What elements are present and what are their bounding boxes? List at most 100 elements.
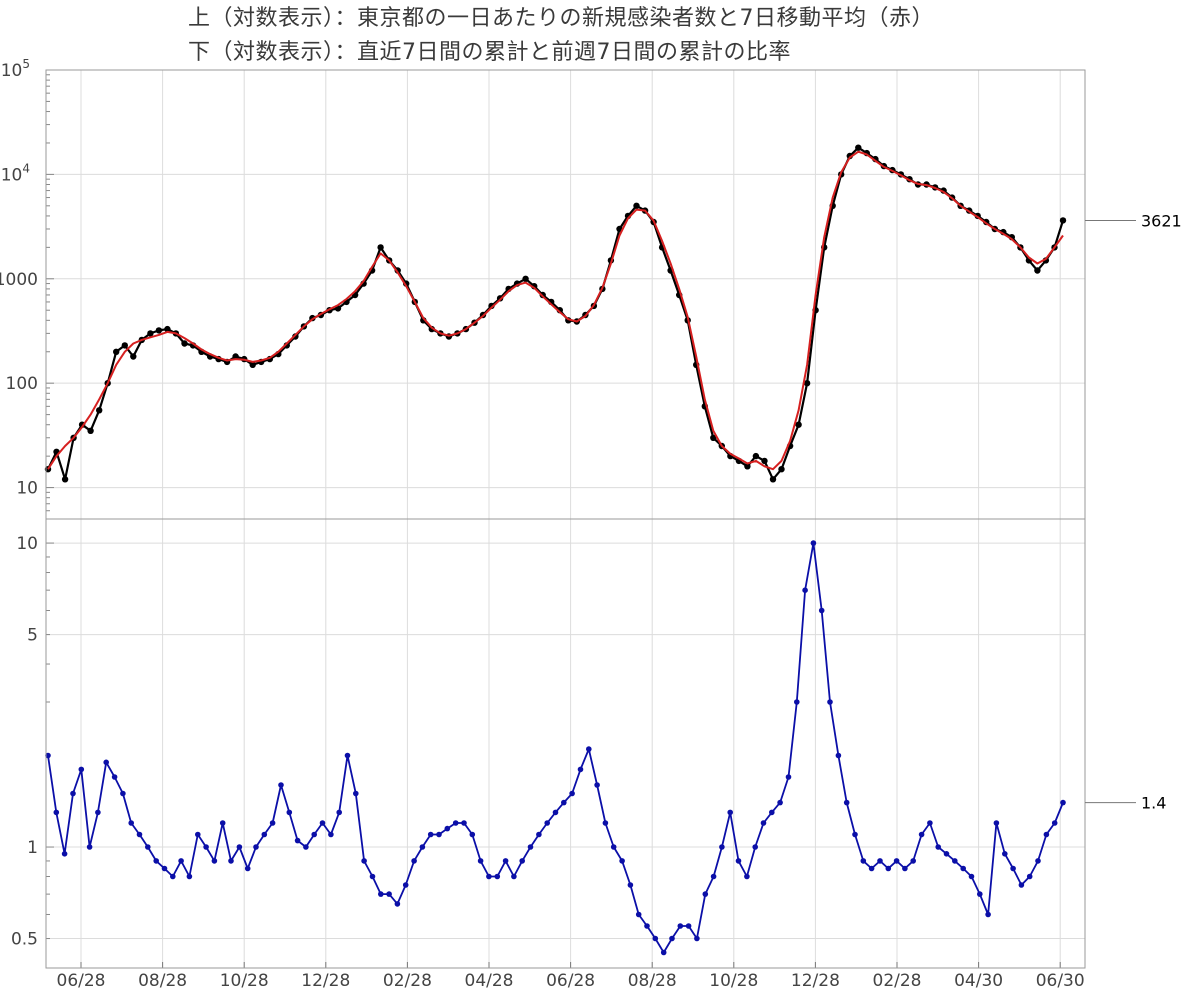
ratio-point — [927, 820, 933, 826]
x-tick-label: 08/28 — [138, 971, 187, 991]
ratio-point — [502, 858, 509, 864]
daily-point — [121, 342, 128, 349]
daily-point — [778, 466, 785, 473]
top-panel-frame — [45, 69, 1086, 520]
x-tick-label: 02/28 — [873, 971, 922, 991]
ratio-point — [677, 923, 684, 929]
ratio-point — [78, 766, 85, 773]
ratio-point — [544, 820, 550, 826]
ratio-point — [186, 873, 193, 880]
ratio-point — [253, 844, 259, 850]
ratio-point — [519, 858, 525, 864]
ratio-point — [361, 858, 367, 864]
ratio-point — [1060, 799, 1066, 806]
daily-point — [164, 325, 171, 333]
daily-point — [1034, 267, 1041, 274]
ratio-point — [877, 858, 883, 864]
daily-point — [181, 340, 188, 347]
ratio-point — [336, 809, 343, 816]
ratio-point — [893, 858, 900, 864]
daily-point — [377, 244, 384, 251]
ratio-point — [577, 766, 584, 773]
ratio-point — [744, 873, 750, 880]
ratio-point — [444, 825, 451, 832]
daily-point — [803, 380, 811, 387]
ratio-point — [120, 790, 126, 797]
ratio-point — [170, 873, 176, 880]
ratio-point — [843, 799, 850, 806]
ratio-point — [735, 858, 742, 864]
ratio-point — [494, 873, 501, 880]
daily-line — [47, 146, 1065, 481]
top-panel-series — [44, 144, 1067, 483]
ratio-point — [219, 820, 226, 826]
daily-point — [232, 353, 239, 360]
top-y-tick-label: 1000 — [0, 270, 38, 290]
ratio-point — [977, 891, 983, 897]
ratio-point — [294, 837, 301, 844]
ratio-point — [469, 831, 476, 838]
ratio-point — [702, 891, 709, 897]
ratio-point — [794, 699, 800, 705]
daily-point — [769, 476, 777, 483]
ratio-point — [710, 873, 717, 880]
daily-point — [761, 457, 768, 465]
ratio-point — [1026, 873, 1033, 880]
x-tick-label: 12/28 — [301, 971, 350, 991]
ratio-point — [61, 851, 68, 857]
bottom-y-tick-label: 10 — [16, 534, 38, 554]
bottom-panel-frame — [45, 518, 1086, 969]
ratio-point — [968, 873, 975, 880]
ratio-point — [993, 820, 1000, 826]
ratio-point — [461, 820, 467, 826]
ratio-point — [261, 831, 268, 838]
ratio-point — [228, 858, 234, 864]
top-grid — [46, 69, 1085, 519]
ratio-point — [635, 911, 642, 918]
daily-point — [633, 202, 640, 209]
ratio-point — [552, 809, 559, 816]
ratio-line — [47, 542, 1064, 954]
x-tick-label: 10/28 — [709, 971, 758, 991]
daily-point — [113, 348, 120, 355]
ratio-point — [286, 809, 293, 816]
ratio-point — [644, 923, 650, 929]
x-tick-label: 06/30 — [1036, 971, 1085, 991]
ratio-point — [452, 820, 459, 826]
ratio-point — [602, 820, 609, 826]
ratio-point — [810, 540, 817, 546]
daily-point — [249, 361, 256, 368]
daily-point — [147, 330, 154, 337]
daily-point — [710, 434, 717, 441]
ratio-point — [835, 752, 842, 759]
daily-point — [488, 302, 495, 310]
ratio-point — [536, 831, 542, 838]
ratio-point — [203, 844, 209, 850]
ratio-point — [153, 858, 159, 864]
ratio-point — [1051, 820, 1058, 826]
ratio-point — [178, 858, 184, 864]
x-tick-label: 04/30 — [954, 971, 1003, 991]
ratio-point — [394, 901, 401, 907]
chart-title-bottom: 下（対数表示）：直近7日間の累計と前週7日間の累計の比率 — [188, 40, 791, 65]
ratio-point — [760, 820, 767, 826]
ratio-point — [211, 858, 218, 864]
ratio-point — [145, 844, 151, 850]
bottom-panel-series — [45, 540, 1066, 956]
ratio-point — [128, 820, 134, 826]
ratio-point — [319, 820, 326, 826]
ratio-point — [802, 587, 808, 593]
ratio-point — [669, 935, 675, 942]
ratio-point — [369, 873, 376, 880]
daily-point — [744, 463, 751, 470]
ratio-point — [311, 831, 318, 838]
ratio-point — [95, 809, 101, 816]
ratio-point — [685, 923, 692, 929]
ratio-point — [902, 865, 908, 872]
ratio-point — [619, 858, 625, 864]
ratio-point — [952, 858, 958, 864]
ratio-point — [136, 831, 143, 838]
ratio-point — [419, 844, 426, 850]
ratio-point — [386, 891, 392, 897]
ratio-point — [402, 882, 409, 888]
